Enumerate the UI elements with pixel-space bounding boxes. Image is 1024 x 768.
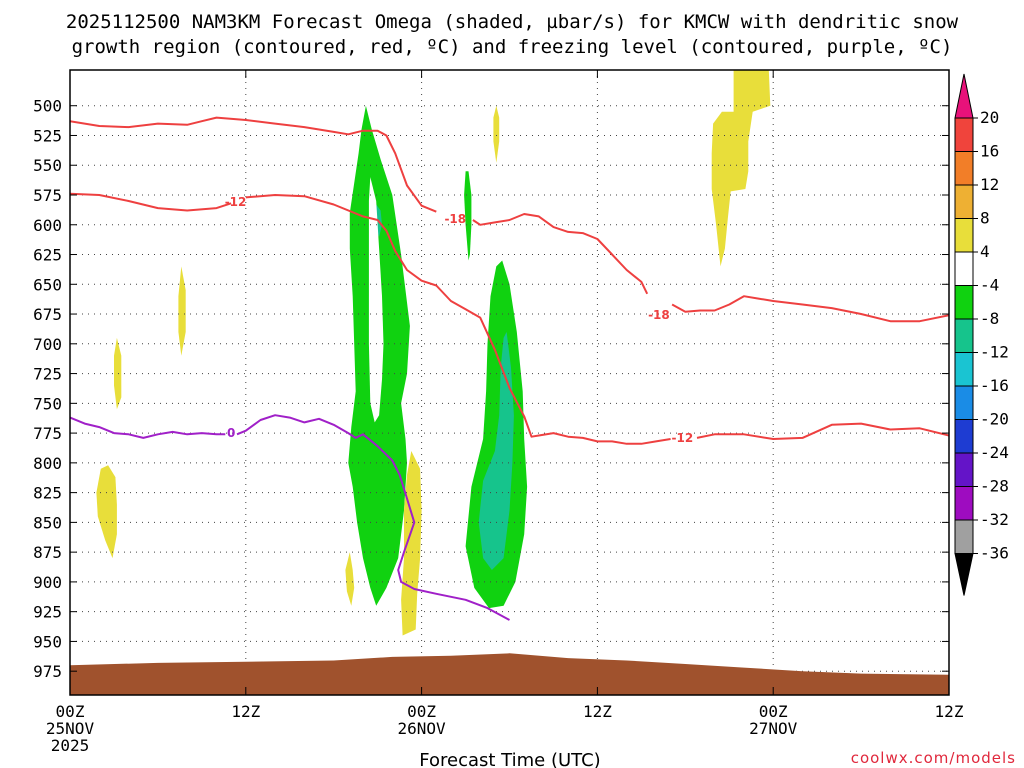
y-tick-label: 800: [33, 454, 62, 473]
colorbar-label: 20: [980, 108, 999, 127]
colorbar-label: -8: [980, 309, 999, 328]
y-tick-label: 525: [33, 126, 62, 145]
isotherm-minus18-line: [70, 116, 437, 213]
omega-shaded-region: [464, 171, 472, 261]
colorbar-bin: [954, 318, 974, 353]
x-axis-label: Forecast Time (UTC): [419, 750, 600, 768]
isotherm-minus18-line: [472, 213, 649, 295]
colorbar-bin: [954, 452, 974, 487]
x-tick-label: 27NOV: [749, 719, 798, 738]
y-tick-label: 675: [33, 305, 62, 324]
omega-shaded-region: [178, 266, 186, 356]
x-tick-label: 00Z: [759, 702, 788, 721]
plot-inner: -18 -18 -12 -12 0: [70, 70, 949, 695]
y-tick-label: 925: [33, 603, 62, 622]
y-tick-label: 975: [33, 662, 62, 681]
y-tick-label: 750: [33, 394, 62, 413]
y-tick-label: 875: [33, 543, 62, 562]
colorbar-top-arrow: [954, 73, 974, 119]
y-tick-label: 625: [33, 246, 62, 265]
omega-shaded-region: [96, 465, 117, 559]
colorbar-label: -20: [980, 410, 1009, 429]
y-tick-label: 850: [33, 513, 62, 532]
x-tick-label: 12Z: [583, 702, 612, 721]
colorbar: 20 16 12 8 4 -4 -8 -12 -16 -20 -24 -28 -32 -36: [954, 73, 1009, 596]
y-tick-label: 575: [33, 186, 62, 205]
colorbar-label: -4: [980, 276, 999, 295]
chart-title-line2: growth region (contoured, red, ºC) and f…: [72, 36, 953, 58]
colorbar-bin: [954, 251, 974, 286]
colorbar-label: 12: [980, 175, 999, 194]
plot-frame: [69, 69, 950, 696]
colorbar-label: -32: [980, 510, 1009, 529]
x-tick-label: 25NOV: [46, 719, 95, 738]
isotherm-minus12-line: [245, 194, 671, 445]
x-tick-label: 00Z: [56, 702, 85, 721]
colorbar-bin: [954, 486, 974, 521]
colorbar-bin: [954, 285, 974, 320]
colorbar-label: 8: [980, 209, 990, 228]
y-tick-label: 950: [33, 632, 62, 651]
credit-text: coolwx.com/models: [851, 749, 1016, 767]
x-tick-label: 12Z: [231, 702, 260, 721]
x-tick-label: 26NOV: [398, 719, 447, 738]
freezing-level-line: [236, 414, 510, 621]
colorbar-label: 4: [980, 242, 990, 261]
colorbar-bin: [954, 218, 974, 253]
y-tick-label: 550: [33, 156, 62, 175]
isotherm-minus12-label: -12: [225, 195, 247, 209]
colorbar-bin: [954, 352, 974, 387]
colorbar-label: -24: [980, 443, 1009, 462]
isotherm-minus18-line: [671, 295, 949, 323]
colorbar-label: -12: [980, 343, 1009, 362]
omega-shaded-region: [478, 331, 514, 570]
isotherm-minus18-label: -18: [648, 308, 670, 322]
plot-area: -18 -18 -12 -12 0 500 525 550 575 600 625 650 675 700…: [33, 69, 964, 755]
omega-shaded-region: [711, 70, 771, 267]
y-tick-label: 700: [33, 335, 62, 354]
y-tick-label: 725: [33, 365, 62, 384]
y-tick-label: 775: [33, 424, 62, 443]
isotherm-minus12-line: [70, 192, 232, 212]
colorbar-bin: [954, 117, 974, 152]
terrain-fill: [70, 653, 949, 695]
isotherm-minus12-label: -12: [672, 431, 694, 445]
y-tick-label: 650: [33, 275, 62, 294]
omega-gap-region: [368, 177, 384, 423]
freezing-level-line: [70, 416, 226, 439]
omega-shaded-region: [114, 337, 122, 410]
omega-shaded-region: [345, 552, 355, 606]
omega-shaded-region: [493, 105, 500, 163]
colorbar-label: -16: [980, 376, 1009, 395]
y-tick-label: 825: [33, 484, 62, 503]
colorbar-label: -36: [980, 544, 1009, 563]
chart-title-line1: 2025112500 NAM3KM Forecast Omega (shaded…: [66, 11, 959, 33]
colorbar-bin: [954, 385, 974, 420]
colorbar-bin: [954, 151, 974, 186]
isotherm-minus18-label: -18: [444, 212, 466, 226]
colorbar-bottom-arrow: [954, 553, 974, 596]
y-tick-label: 500: [33, 97, 62, 116]
colorbar-bin: [954, 519, 974, 554]
colorbar-label: -28: [980, 477, 1009, 496]
y-tick-label: 600: [33, 216, 62, 235]
x-tick-label: 12Z: [935, 702, 964, 721]
isotherm-minus12-line: [696, 422, 949, 440]
colorbar-bin: [954, 184, 974, 219]
x-tick-label: 00Z: [407, 702, 436, 721]
y-tick-label: 900: [33, 573, 62, 592]
colorbar-bin: [954, 419, 974, 454]
freezing-level-label: 0: [227, 426, 235, 440]
colorbar-label: 16: [980, 142, 999, 161]
x-tick-label: 2025: [51, 736, 90, 755]
